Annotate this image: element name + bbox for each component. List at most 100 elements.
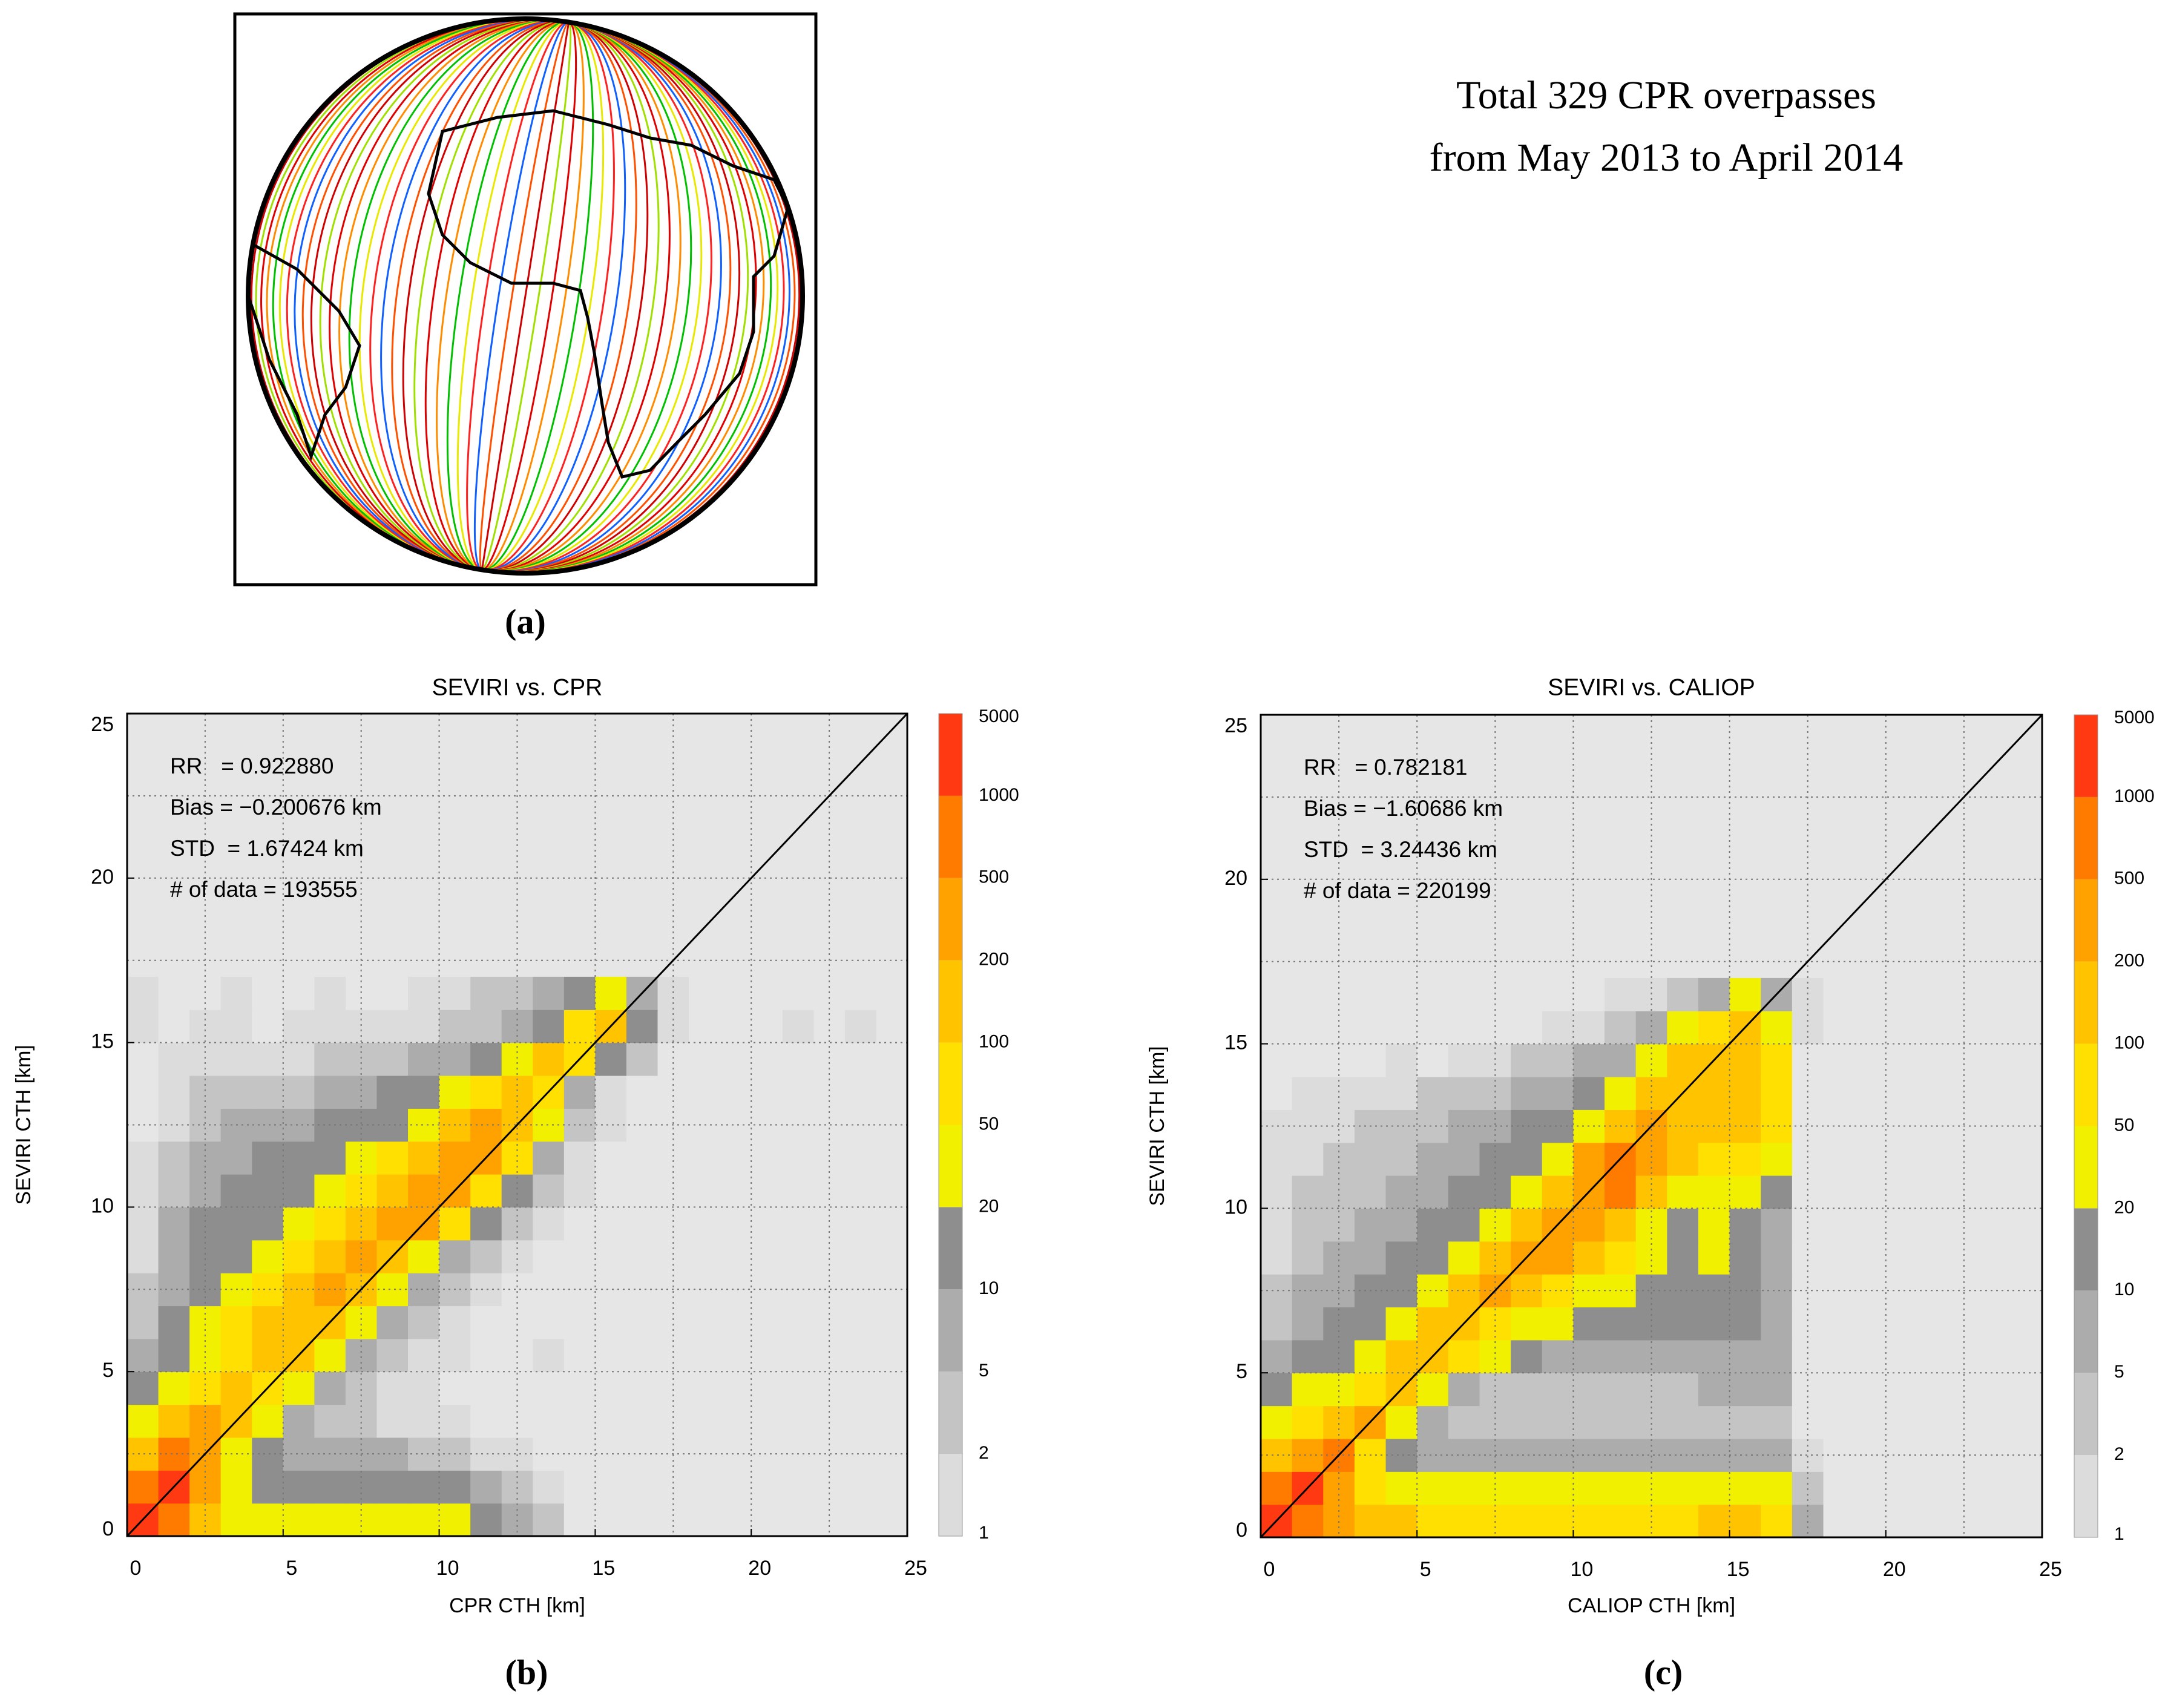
heat-cell [1698,1504,1730,1538]
heat-cell [844,1437,877,1471]
orbit-track [482,21,671,572]
heat-cell [563,1503,596,1537]
heat-cell [1448,977,1480,1011]
heat-cell [376,1273,409,1307]
heat-cell [220,1010,252,1043]
heat-cell [720,1437,752,1471]
heat-cell [595,1273,627,1307]
heat-cell [1792,1043,1824,1077]
heat-cell [439,1404,471,1438]
heat-cell [1885,1241,1918,1275]
heat-cell [1448,1471,1480,1505]
heat-cell [1385,1274,1417,1308]
heat-cell [1635,977,1667,1011]
heat-cell [1823,1208,1855,1242]
heat-cell [1354,1142,1387,1176]
heat-cell [1948,1175,1980,1209]
heat-cell [751,1174,783,1207]
plot-frame [126,712,908,1537]
heat-cell [283,1240,315,1273]
heat-cell [720,1108,752,1142]
orbit-track [482,21,722,573]
heat-cell [563,1141,596,1175]
heat-cell [1479,1076,1511,1110]
heat-cell [657,1042,689,1076]
heat-cell [470,1207,502,1241]
heat-cell [158,1371,190,1405]
heat-cell [1354,1076,1387,1110]
heat-cell [1667,1208,1699,1242]
heat-cell [1979,1208,2011,1242]
heat-cell [1292,1241,1324,1275]
heat-cell [1761,1405,1793,1439]
y-tick-label: 5 [102,1359,114,1382]
heat-cell [220,976,252,1010]
heat-cell [563,976,596,1010]
heat-cell [1323,1076,1355,1110]
heat-cell [1761,1076,1793,1110]
orbit-track [424,21,569,571]
heat-cell [1885,1307,1918,1341]
colorbar-segment [2074,1290,2098,1373]
heat-cell [1979,1043,2011,1077]
heat-cell [1511,1438,1543,1472]
colorbar-segment [2074,715,2098,797]
heat-cell [1385,1175,1417,1209]
heat-cell [1667,1339,1699,1373]
heat-cell [127,1108,159,1142]
heat-cell [283,1075,315,1109]
heat-cell [533,1141,565,1175]
heat-cell [1292,1504,1324,1538]
heat-cell [408,1075,440,1109]
heat-cell [127,1404,159,1438]
heat-cell [1854,1405,1887,1439]
heat-cell [1542,1438,1574,1472]
heat-cell [1354,1175,1387,1209]
heat-cell [127,1042,159,1076]
heat-cell [1448,1208,1480,1242]
heat-cell [1729,1142,1761,1176]
heat-cell [1479,1241,1511,1275]
heat-cell [1854,1142,1887,1176]
heat-cell [1761,1307,1793,1341]
heat-cell [844,1075,877,1109]
heat-cell [1854,1043,1887,1077]
heat-cell [1854,1307,1887,1341]
heat-cell [345,1338,378,1372]
x-axis-label: CPR CTH [km] [449,1594,585,1617]
heat-cell [283,1207,315,1241]
heat-cell [1635,1011,1667,1045]
heat-cell [1948,1241,1980,1275]
heat-cell [1761,1339,1793,1373]
heat-cell [1354,1241,1387,1275]
heat-cell [376,976,409,1010]
one-to-one-line [126,712,908,1537]
heat-cell [720,1010,752,1043]
heat-cell [283,1108,315,1142]
heat-cell [1792,1241,1824,1275]
orbit-track [482,21,615,571]
heat-cell [345,976,378,1010]
colorbar-label: 10 [979,1278,999,1298]
heat-cell [158,976,190,1010]
heat-cell [813,1075,846,1109]
heat-cell [1261,977,1293,1011]
heat-cell [1979,1109,2011,1143]
heat-cell [439,976,471,1010]
y-axis-label: SEVIRI CTH [km] [1146,1046,1169,1206]
orbit-track [286,19,569,571]
heat-cell [1667,1438,1699,1472]
heat-cell [1448,1076,1480,1110]
heat-cell [689,1010,721,1043]
heat-cell [1542,1339,1574,1373]
colorbar-label: 50 [2114,1115,2134,1135]
heat-cell [283,1306,315,1339]
heat-cell [408,1306,440,1339]
heat-cell [626,1207,659,1241]
heat-cell [1917,1175,1949,1209]
heat-cell [720,1174,752,1207]
heat-cell [1698,1405,1730,1439]
heat-cell [252,976,284,1010]
heat-cell [220,1503,252,1537]
